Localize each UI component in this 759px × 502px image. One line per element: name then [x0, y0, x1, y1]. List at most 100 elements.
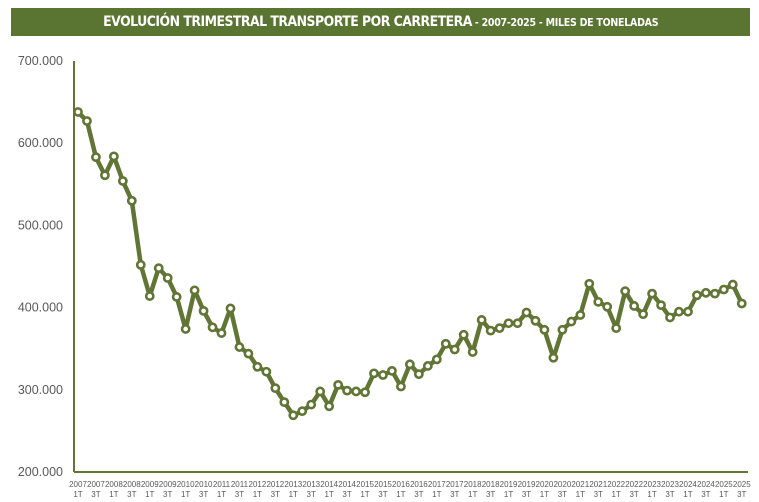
x-tick-quarter: 3T [378, 490, 387, 499]
chart-title: EVOLUCIÓN TRIMESTRAL TRANSPORTE POR CARR… [103, 14, 658, 30]
y-tick-label: 200.000 [18, 465, 63, 479]
x-tick-year: 2017 [428, 480, 446, 489]
x-tick-year: 2021 [571, 480, 589, 489]
x-tick-quarter: 1T [540, 490, 549, 499]
x-tick-quarter: 3T [235, 490, 244, 499]
x-tick-quarter: 3T [163, 490, 172, 499]
x-tick-year: 2008 [123, 480, 141, 489]
x-tick-quarter: 3T [737, 490, 746, 499]
data-point [351, 386, 361, 397]
data-point [252, 361, 263, 372]
data-point [360, 387, 370, 398]
x-tick-year: 2024 [697, 480, 715, 489]
x-tick-quarter: 1T [468, 490, 477, 499]
data-point [449, 344, 460, 355]
x-tick-quarter: 1T [324, 490, 333, 499]
data-point [709, 288, 720, 299]
data-point [333, 379, 344, 390]
data-point [629, 301, 640, 311]
title-unit: MILES DE TONELADAS [545, 16, 659, 29]
data-point [440, 338, 451, 349]
data-point [584, 278, 595, 289]
data-point [297, 406, 308, 417]
data-point [135, 259, 146, 270]
x-tick-year: 2013 [284, 480, 302, 489]
x-tick-year: 2025 [733, 480, 751, 489]
data-point [476, 315, 487, 325]
x-tick-year: 2014 [320, 480, 338, 489]
x-tick-quarter: 1T [181, 490, 190, 499]
data-point [396, 381, 406, 392]
data-point [315, 386, 326, 397]
data-point [162, 273, 173, 283]
x-tick-year: 2014 [338, 480, 356, 489]
data-point [431, 354, 442, 365]
x-tick-quarter: 3T [486, 490, 495, 499]
data-point [521, 307, 532, 318]
x-tick-year: 2023 [661, 480, 679, 489]
data-point [557, 324, 568, 335]
x-tick-year: 2016 [410, 480, 428, 489]
data-point [306, 399, 317, 410]
data-point [288, 410, 299, 421]
data-point [611, 323, 622, 334]
x-tick-year: 2025 [715, 480, 733, 489]
x-tick-year: 2022 [607, 480, 625, 489]
data-point [548, 352, 559, 363]
x-tick-year: 2021 [589, 480, 607, 489]
data-point [683, 306, 693, 317]
x-tick-quarter: 3T [522, 490, 531, 499]
x-tick-year: 2012 [266, 480, 284, 489]
x-tick-year: 2008 [105, 480, 123, 489]
x-tick-quarter: 1T [289, 490, 298, 499]
data-point [503, 318, 514, 329]
x-tick-year: 2018 [482, 480, 500, 489]
x-tick-quarter: 1T [647, 490, 656, 499]
data-point [270, 383, 281, 394]
x-tick-year: 2009 [141, 480, 159, 489]
x-tick-quarter: 3T [558, 490, 567, 499]
series-line [75, 109, 745, 418]
y-tick-label: 500.000 [18, 218, 63, 232]
x-tick-quarter: 3T [271, 490, 280, 499]
x-tick-year: 2013 [302, 480, 320, 489]
x-tick-quarter: 3T [665, 490, 674, 499]
x-tick-year: 2015 [356, 480, 374, 489]
x-tick-quarter: 1T [217, 490, 226, 499]
data-point [539, 324, 550, 335]
data-point [216, 328, 227, 338]
x-tick-quarter: 1T [576, 490, 585, 499]
x-tick-quarter: 3T [594, 490, 603, 499]
data-point [566, 316, 577, 327]
x-tick-year: 2007 [87, 480, 105, 489]
title-separator: - [535, 16, 546, 29]
data-point [198, 305, 209, 316]
x-tick-year: 2011 [231, 480, 249, 489]
x-tick-quarter: 1T [109, 490, 118, 499]
y-tick-label: 300.000 [18, 383, 63, 397]
x-tick-year: 2010 [177, 480, 195, 489]
x-tick-year: 2007 [69, 480, 87, 489]
y-axis-labels: 700.000 600.000 500.000 400.000 300.000 200.0… [18, 54, 63, 479]
data-point [261, 366, 272, 377]
data-point [342, 385, 352, 396]
data-point [512, 318, 523, 329]
data-point [243, 348, 254, 359]
data-point [126, 195, 137, 206]
data-point [324, 401, 335, 412]
data-point [575, 310, 586, 320]
data-point [736, 298, 747, 309]
x-tick-year: 2018 [464, 480, 482, 489]
title-main-text: EVOLUCIÓN TRIMESTRAL TRANSPORTE POR CARR… [102, 14, 472, 30]
data-point [485, 325, 496, 336]
data-point [189, 285, 200, 296]
chart-title-bar: EVOLUCIÓN TRIMESTRAL TRANSPORTE POR CARR… [11, 8, 750, 36]
x-tick-quarter: 1T [432, 490, 441, 499]
x-tick-quarter: 1T [504, 490, 513, 499]
data-point [225, 303, 236, 314]
data-point [100, 170, 110, 181]
y-tick-label: 700.000 [18, 54, 63, 68]
x-tick-quarter: 3T [91, 490, 100, 499]
title-years: 2007-2025 [481, 16, 536, 29]
